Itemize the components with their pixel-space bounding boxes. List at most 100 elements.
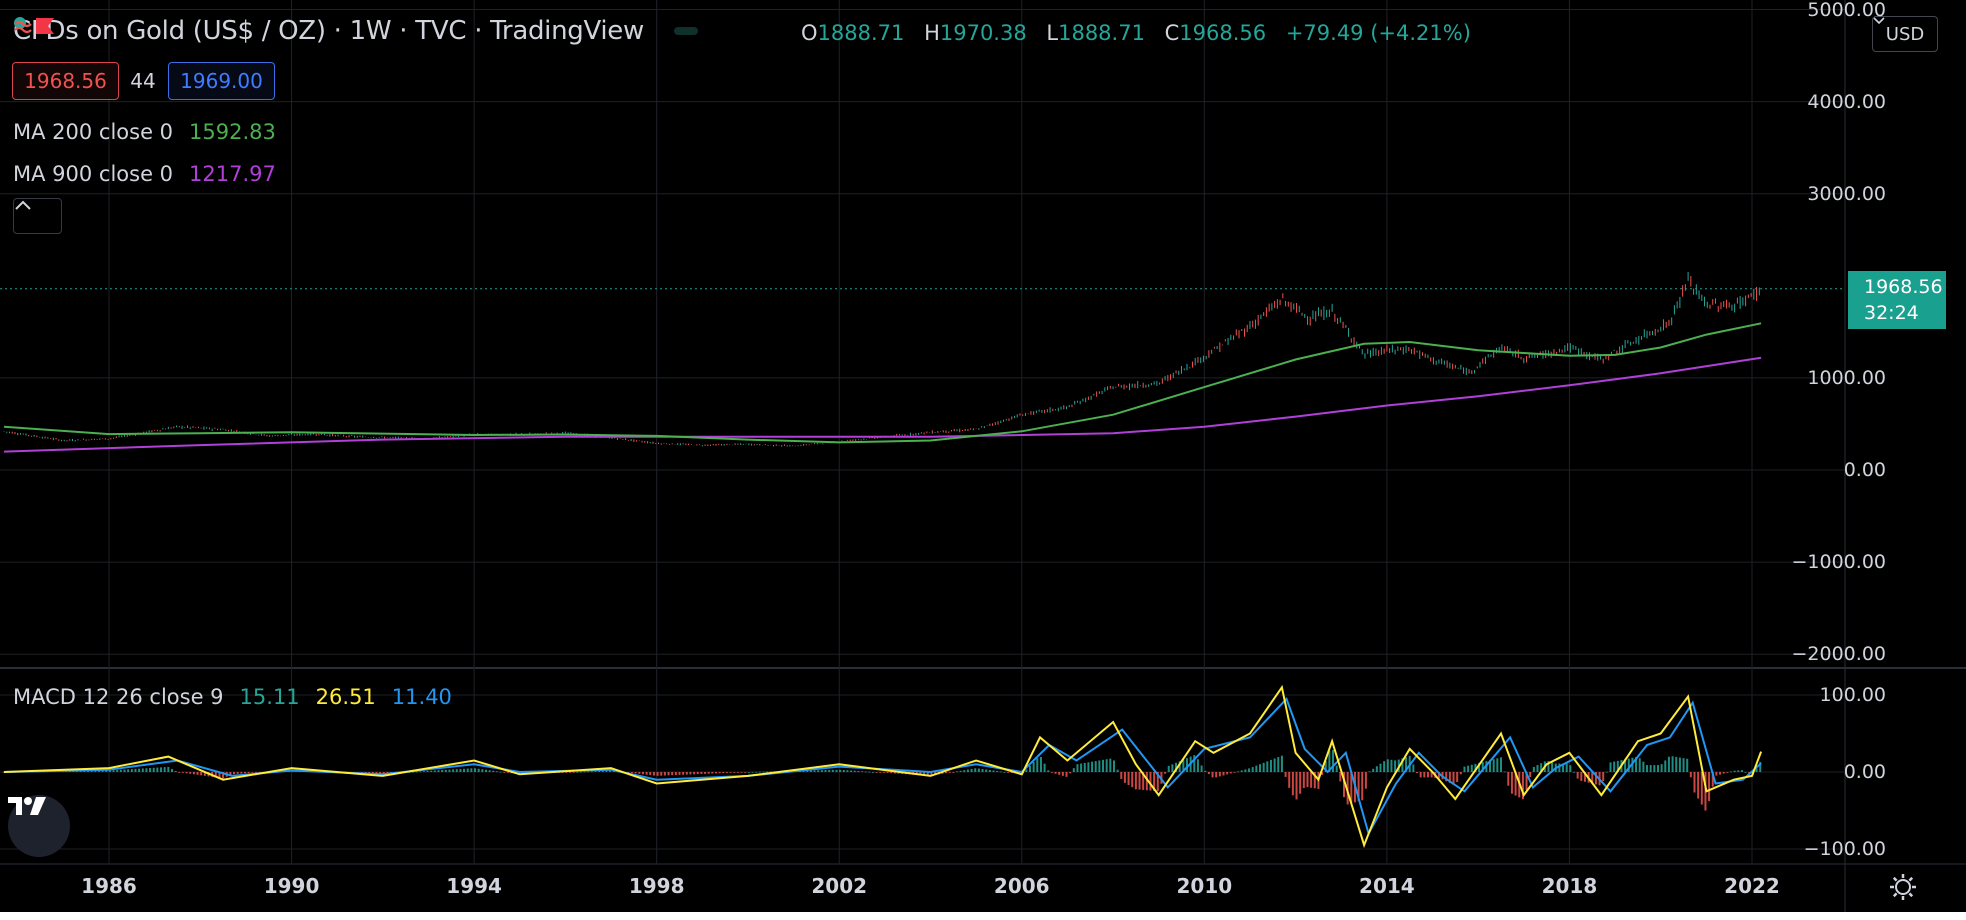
ma200-legend[interactable]: MA 200 close 0 1592.83: [13, 120, 276, 144]
macd-histogram-bar: [945, 772, 948, 774]
macd-histogram-bar: [1419, 772, 1422, 778]
macd-histogram-bar: [430, 770, 433, 772]
macd-histogram-bar: [568, 772, 571, 773]
macd-histogram-bar: [1492, 759, 1495, 772]
macd-histogram-bar: [1697, 772, 1700, 799]
macd-histogram-bar: [1364, 772, 1367, 789]
macd-histogram-bar: [1580, 772, 1583, 781]
ma200-line[interactable]: [3, 322, 1762, 444]
price-candles[interactable]: [3, 271, 1760, 447]
macd-histogram-bar: [138, 768, 141, 772]
flag-icon[interactable]: [33, 16, 57, 38]
close-value: 1968.56: [1179, 21, 1267, 45]
macd-histogram-bar: [214, 772, 217, 778]
macd-legend[interactable]: MACD 12 26 close 9 15.11 26.51 11.40: [13, 685, 452, 709]
macd-histogram-bar: [1478, 762, 1481, 772]
currency-label: USD: [1885, 23, 1925, 45]
macd-histogram-bar: [1339, 772, 1342, 782]
macd-histogram-bar: [1379, 763, 1382, 772]
macd-histogram-bar: [1503, 771, 1506, 773]
macd-histogram-bar: [466, 768, 469, 772]
macd-histogram-bar: [1390, 759, 1393, 772]
tradingview-logo[interactable]: [8, 795, 70, 857]
macd-histogram-bar: [1342, 772, 1345, 798]
ma900-legend[interactable]: MA 900 close 0 1217.97: [13, 162, 276, 186]
macd-histogram-bar: [1565, 763, 1568, 772]
macd-histogram-bar: [1069, 772, 1072, 774]
macd-histogram-bar: [1576, 772, 1579, 779]
spread-value: 44: [130, 69, 156, 93]
macd-histogram-bar: [1744, 771, 1747, 773]
macd-histogram-bar: [871, 771, 874, 773]
macd-histogram-bar: [718, 772, 721, 774]
collapse-legend-button[interactable]: [13, 198, 62, 234]
macd-histogram-bar: [375, 772, 378, 774]
macd-histogram-bar: [747, 771, 750, 773]
macd-histogram-bar: [740, 772, 743, 773]
macd-histogram-bar: [641, 772, 644, 775]
macd-histogram-bar: [868, 771, 871, 773]
macd-histogram-bar: [1405, 757, 1408, 772]
macd-histogram-bar: [1215, 772, 1218, 778]
macd-histogram-bar: [609, 770, 612, 772]
macd-histogram-bar: [251, 772, 254, 773]
macd-histogram-bar: [1229, 772, 1232, 774]
price-axis-label: 3000.00: [1807, 182, 1886, 205]
buy-button[interactable]: 1969.00: [168, 62, 275, 100]
macd-histogram-bar: [477, 768, 480, 772]
high-value: 1970.38: [939, 21, 1027, 45]
macd-histogram[interactable]: [3, 749, 1762, 811]
macd-histogram-bar: [1700, 772, 1703, 805]
macd-histogram-bar: [1350, 772, 1353, 804]
macd-histogram-value: 15.11: [239, 685, 300, 709]
ma900-line[interactable]: [3, 356, 1762, 453]
symbol-legend[interactable]: CFDs on Gold (US$ / OZ) · 1W · TVC · Tra…: [13, 16, 698, 46]
price-axis-label: 0.00: [1843, 459, 1886, 481]
macd-histogram-bar: [1083, 762, 1086, 772]
macd-histogram-bar: [1036, 758, 1039, 772]
macd-histogram-bar: [152, 767, 155, 772]
macd-histogram-bar: [415, 771, 418, 773]
macd-signal-line[interactable]: [3, 697, 1762, 837]
macd-histogram-bar: [218, 772, 221, 778]
time-axis-label: 1986: [81, 874, 137, 898]
macd-histogram-bar: [1499, 757, 1502, 772]
macd-histogram-bar: [368, 772, 371, 773]
macd-histogram-bar: [123, 769, 126, 772]
market-status-pill[interactable]: [14, 17, 698, 35]
macd-histogram-bar: [160, 767, 163, 772]
macd-histogram-bar: [1332, 749, 1335, 772]
macd-histogram-bar: [1602, 772, 1605, 782]
macd-histogram-bar: [452, 769, 455, 772]
symbol-name[interactable]: CFDs on Gold (US$ / OZ): [13, 16, 326, 46]
macd-histogram-bar: [1211, 772, 1214, 778]
macd-histogram-bar: [1207, 772, 1210, 775]
gear-icon[interactable]: [1889, 873, 1917, 901]
macd-histogram-bar: [1452, 772, 1455, 785]
macd-histogram-bar: [1470, 764, 1473, 772]
macd-histogram-bar: [1416, 772, 1419, 774]
macd-histogram-bar: [1200, 765, 1203, 772]
macd-histogram-bar: [733, 772, 736, 773]
macd-histogram-bar: [1233, 772, 1236, 773]
macd-histogram-bar: [678, 772, 681, 775]
macd-histogram-bar: [930, 772, 933, 776]
macd-histogram-bar: [1671, 756, 1674, 772]
macd-histogram-bar: [1237, 771, 1240, 773]
currency-selector[interactable]: USD: [1872, 16, 1938, 52]
macd-histogram-bar: [116, 769, 119, 772]
chevron-down-icon: [1873, 17, 1885, 25]
macd-histogram-bar: [433, 770, 436, 772]
macd-histogram-bar: [1646, 765, 1649, 772]
ma900-value: 1217.97: [189, 162, 276, 186]
macd-histogram-bar: [1153, 772, 1156, 791]
macd-line[interactable]: [3, 684, 1763, 849]
macd-histogram-bar: [988, 769, 991, 772]
macd-histogram-bar: [1394, 760, 1397, 772]
macd-histogram-bar: [1372, 768, 1375, 772]
macd-histogram-bar: [1368, 771, 1371, 773]
macd-histogram-bar: [1594, 772, 1597, 785]
sell-button[interactable]: 1968.56: [12, 62, 119, 100]
